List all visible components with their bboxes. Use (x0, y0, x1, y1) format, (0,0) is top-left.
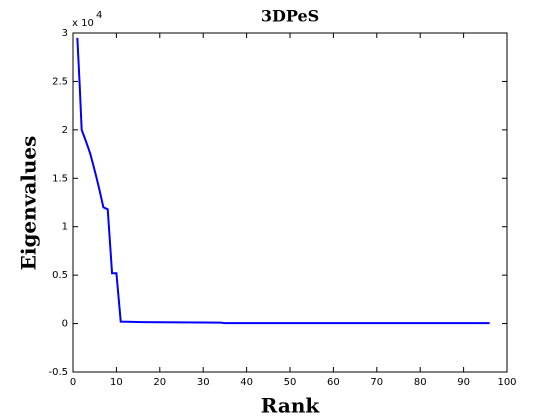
x-tick-label: 0 (70, 377, 76, 388)
chart-title: 3DPeS (261, 7, 319, 26)
x-tick-label: 10 (110, 377, 123, 388)
y-tick-label: 3 (62, 28, 68, 39)
y-tick-label: 2.5 (52, 76, 68, 87)
y-axis-label: Eigenvalues (17, 136, 41, 271)
x-tick-label: 70 (370, 377, 383, 388)
x-tick-label: 90 (457, 377, 470, 388)
x-tick-label: 60 (327, 377, 340, 388)
x-axis-label: Rank (261, 394, 321, 418)
y-tick-label: 1 (62, 222, 68, 233)
x-tick-label: 30 (197, 377, 210, 388)
x-tick-label: 50 (284, 377, 297, 388)
x-tick-label: 40 (240, 377, 253, 388)
x-tick-label: 100 (497, 377, 516, 388)
y-tick-label: 2 (62, 125, 68, 136)
x-tick-label: 20 (153, 377, 166, 388)
data-line (76, 37, 490, 325)
y-tick-label: -0.5 (48, 367, 68, 378)
y-tick-label: 0 (62, 319, 68, 330)
y-exponent: 4 (96, 10, 102, 21)
y-tick-label: 1.5 (52, 173, 68, 184)
x-tick-label: 80 (414, 377, 427, 388)
y-tick-label: 0.5 (52, 270, 68, 281)
y-exponent-prefix: x 10 (72, 18, 94, 29)
